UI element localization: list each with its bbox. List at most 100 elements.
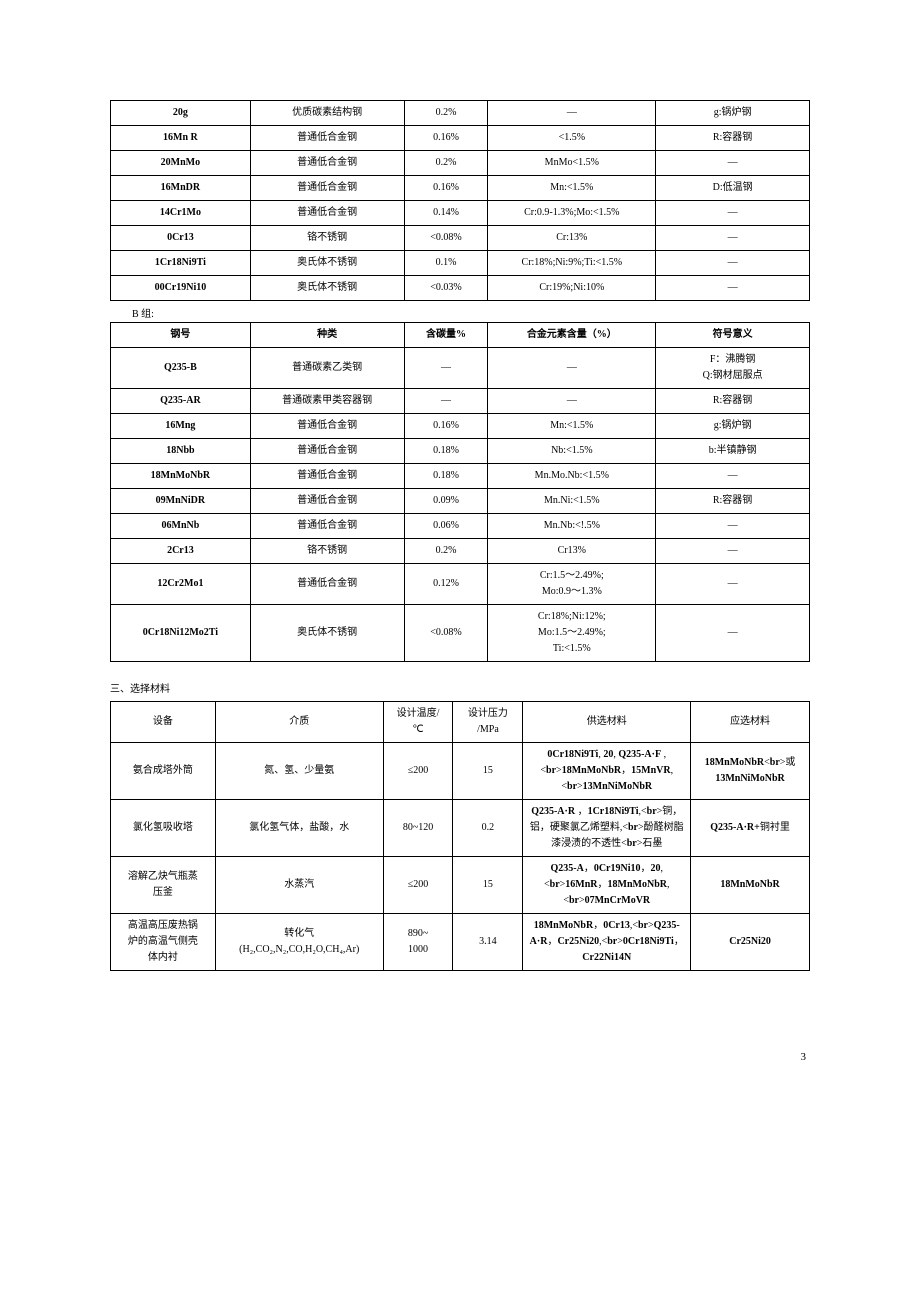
table-c: 设备介质设计温度/℃设计压力/MPa供选材料应选材料 氨合成塔外筒氮、氢、少量氨…	[110, 701, 810, 971]
table-row: 0Cr18Ni12Mo2Ti奥氏体不锈钢<0.08%Cr:18%;Ni:12%;…	[111, 605, 810, 662]
cell: 普通低合金钢	[250, 464, 404, 489]
cell: 氯化氢气体，盐酸，水	[215, 800, 383, 857]
cell: 20g	[111, 101, 251, 126]
cell: 0.09%	[404, 489, 488, 514]
cell: ≤200	[383, 857, 453, 914]
table-row: 16Mn R普通低合金钢0.16%<1.5%R:容器钢	[111, 126, 810, 151]
table-b: 钢号种类含碳量%合金元素含量（%）符号意义 Q235-B普通碳素乙类钢——F：沸…	[110, 322, 810, 662]
cell: 普通低合金钢	[250, 414, 404, 439]
cell: Q235-B	[111, 348, 251, 389]
table-row: Q235-AR普通碳素甲类容器钢——R:容器钢	[111, 389, 810, 414]
cell: 普通碳素乙类钢	[250, 348, 404, 389]
col-header: 种类	[250, 323, 404, 348]
cell: 00Cr19Ni10	[111, 276, 251, 301]
table-row: 氯化氢吸收塔氯化氢气体，盐酸，水80~1200.2Q235-A·R ，1Cr18…	[111, 800, 810, 857]
cell: MnMo<1.5%	[488, 151, 656, 176]
col-header: 设计压力/MPa	[453, 702, 523, 743]
cell: 18MnMoNbR	[691, 857, 810, 914]
cell: g:锅炉钢	[656, 101, 810, 126]
cell: 0.14%	[404, 201, 488, 226]
cell: 09MnNiDR	[111, 489, 251, 514]
label-b: B 组:	[132, 305, 810, 320]
cell: 普通低合金钢	[250, 439, 404, 464]
cell: 0.1%	[404, 251, 488, 276]
cell: 奥氏体不锈钢	[250, 251, 404, 276]
cell: 18MnMoNbR，0Cr13,<br>Q235-A·R，Cr25Ni20,<b…	[523, 914, 691, 971]
cell: 铬不锈钢	[250, 539, 404, 564]
table-row: 氨合成塔外筒氮、氢、少量氨≤200150Cr18Ni9Ti, 20, Q235-…	[111, 743, 810, 800]
cell: —	[656, 564, 810, 605]
col-header: 供选材料	[523, 702, 691, 743]
cell: —	[656, 464, 810, 489]
cell: 0.06%	[404, 514, 488, 539]
table-row: 18MnMoNbR普通低合金钢0.18%Mn.Mo.Nb:<1.5%—	[111, 464, 810, 489]
cell: b:半镇静钢	[656, 439, 810, 464]
col-header: 介质	[215, 702, 383, 743]
cell: Cr:1.5～2.49%;Mo:0.9～1.3%	[488, 564, 656, 605]
cell: 普通低合金钢	[250, 514, 404, 539]
col-header: 含碳量%	[404, 323, 488, 348]
cell: Q235-A·R+铜衬里	[691, 800, 810, 857]
cell: 优质碳素结构钢	[250, 101, 404, 126]
table-row: 溶解乙炔气瓶蒸压釜水蒸汽≤20015Q235-A，0Cr19Ni10，20,<b…	[111, 857, 810, 914]
cell: 水蒸汽	[215, 857, 383, 914]
col-header: 钢号	[111, 323, 251, 348]
cell: 0.2%	[404, 539, 488, 564]
cell: g:锅炉钢	[656, 414, 810, 439]
cell: <1.5%	[488, 126, 656, 151]
cell: Q235-AR	[111, 389, 251, 414]
cell: 普通低合金钢	[250, 564, 404, 605]
cell: ≤200	[383, 743, 453, 800]
cell: Cr:19%;Ni:10%	[488, 276, 656, 301]
cell: <0.08%	[404, 605, 488, 662]
cell: 16Mn R	[111, 126, 251, 151]
cell: 氯化氢吸收塔	[111, 800, 216, 857]
cell: D:低温钢	[656, 176, 810, 201]
cell: 溶解乙炔气瓶蒸压釜	[111, 857, 216, 914]
cell: —	[656, 605, 810, 662]
cell: —	[656, 276, 810, 301]
cell: —	[488, 348, 656, 389]
cell: F：沸腾钢Q:钢材屈服点	[656, 348, 810, 389]
cell: 氮、氢、少量氨	[215, 743, 383, 800]
cell: 铬不锈钢	[250, 226, 404, 251]
cell: Mn:<1.5%	[488, 414, 656, 439]
cell: <0.08%	[404, 226, 488, 251]
cell: 16Mng	[111, 414, 251, 439]
table-row: 12Cr2Mo1普通低合金钢0.12%Cr:1.5～2.49%;Mo:0.9～1…	[111, 564, 810, 605]
cell: 16MnDR	[111, 176, 251, 201]
cell: Q235-A·R ，1Cr18Ni9Ti,<br>铜，铝，硬聚氯乙烯塑料,<br…	[523, 800, 691, 857]
cell: 普通碳素甲类容器钢	[250, 389, 404, 414]
cell: 0.2	[453, 800, 523, 857]
cell: Cr:13%	[488, 226, 656, 251]
cell: Cr:0.9-1.3%;Mo:<1.5%	[488, 201, 656, 226]
cell: Cr:18%;Ni:9%;Ti:<1.5%	[488, 251, 656, 276]
cell: 20MnMo	[111, 151, 251, 176]
cell: 普通低合金钢	[250, 201, 404, 226]
cell: 转化气(H₂,CO₂,N₂,CO,H₂O,CH₄,Ar)	[215, 914, 383, 971]
cell: 奥氏体不锈钢	[250, 276, 404, 301]
cell: 18Nbb	[111, 439, 251, 464]
table-row: 06MnNb普通低合金钢0.06%Mn.Nb:<!.5%—	[111, 514, 810, 539]
cell: Cr25Ni20	[691, 914, 810, 971]
cell: 15	[453, 857, 523, 914]
cell: Mn.Ni:<1.5%	[488, 489, 656, 514]
table-row: 00Cr19Ni10奥氏体不锈钢<0.03%Cr:19%;Ni:10%—	[111, 276, 810, 301]
table-row: 20MnMo普通低合金钢0.2%MnMo<1.5%—	[111, 151, 810, 176]
cell: Nb:<1.5%	[488, 439, 656, 464]
cell: 0Cr18Ni9Ti, 20, Q235-A·F ,<br>18MnMoNbR，…	[523, 743, 691, 800]
cell: 0.18%	[404, 439, 488, 464]
cell: 0Cr18Ni12Mo2Ti	[111, 605, 251, 662]
cell: —	[488, 389, 656, 414]
cell: 3.14	[453, 914, 523, 971]
cell: 1Cr18Ni9Ti	[111, 251, 251, 276]
cell: 80~120	[383, 800, 453, 857]
table-row: 2Cr13铬不锈钢0.2%Cr13%—	[111, 539, 810, 564]
table-row: 18Nbb普通低合金钢0.18%Nb:<1.5%b:半镇静钢	[111, 439, 810, 464]
cell: 0.2%	[404, 101, 488, 126]
table-row: 09MnNiDR普通低合金钢0.09%Mn.Ni:<1.5%R:容器钢	[111, 489, 810, 514]
cell: <0.03%	[404, 276, 488, 301]
cell: 18MnMoNbR	[111, 464, 251, 489]
table-row: 0Cr13铬不锈钢<0.08%Cr:13%—	[111, 226, 810, 251]
cell: R:容器钢	[656, 489, 810, 514]
